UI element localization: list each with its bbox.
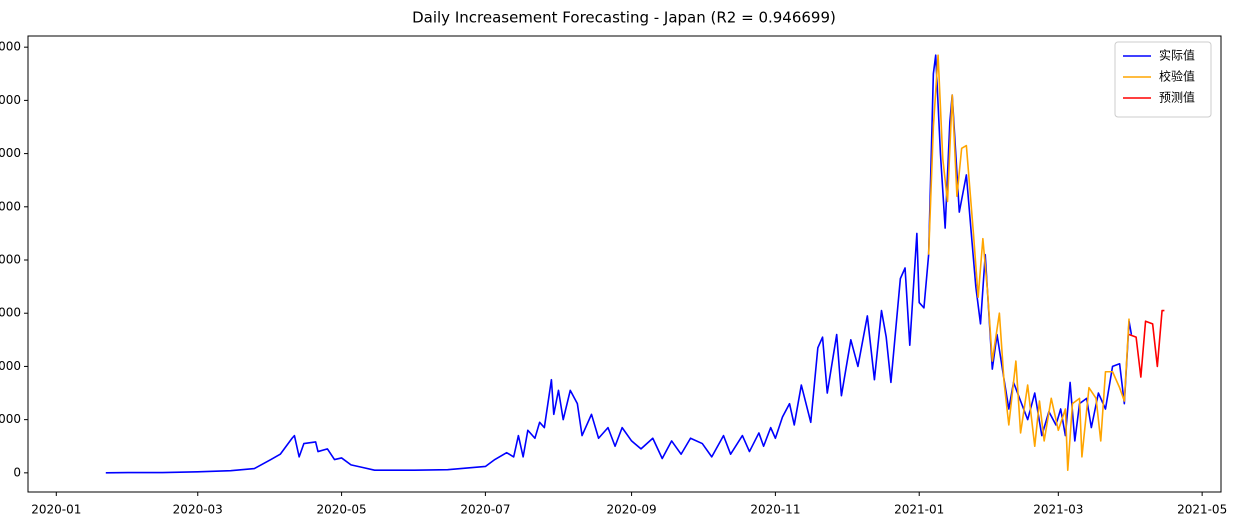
legend-label: 实际值 (1159, 48, 1195, 63)
legend-label: 校验值 (1159, 69, 1195, 84)
y-tick-label: 8000 (0, 40, 21, 54)
y-tick-label: 6000 (0, 146, 21, 160)
x-tick-label: 2021-05 (1177, 503, 1227, 517)
line-series (1128, 309, 1165, 378)
y-tick-label: 2000 (0, 359, 21, 373)
x-tick-label: 2020-03 (173, 503, 223, 517)
y-tick-label: 1000 (0, 412, 21, 426)
x-tick-label: 2020-09 (607, 503, 657, 517)
x-tick-label: 2020-01 (31, 503, 81, 517)
x-tick-label: 2020-05 (317, 503, 367, 517)
x-tick-label: 2021-03 (1033, 503, 1083, 517)
x-tick-label: 2020-07 (460, 503, 510, 517)
chart-title: Daily Increasement Forecasting - Japan (… (412, 9, 836, 27)
line-series (927, 54, 1130, 471)
y-tick-label: 4000 (0, 253, 21, 267)
x-tick-label: 2021-01 (894, 503, 944, 517)
y-tick-label: 0 (13, 465, 21, 479)
y-tick-label: 3000 (0, 306, 21, 320)
legend-label: 预测值 (1159, 90, 1195, 105)
axes-frame (27, 35, 1222, 493)
y-tick-label: 5000 (0, 199, 21, 213)
y-tick-label: 7000 (0, 93, 21, 107)
x-tick-label: 2020-11 (750, 503, 800, 517)
